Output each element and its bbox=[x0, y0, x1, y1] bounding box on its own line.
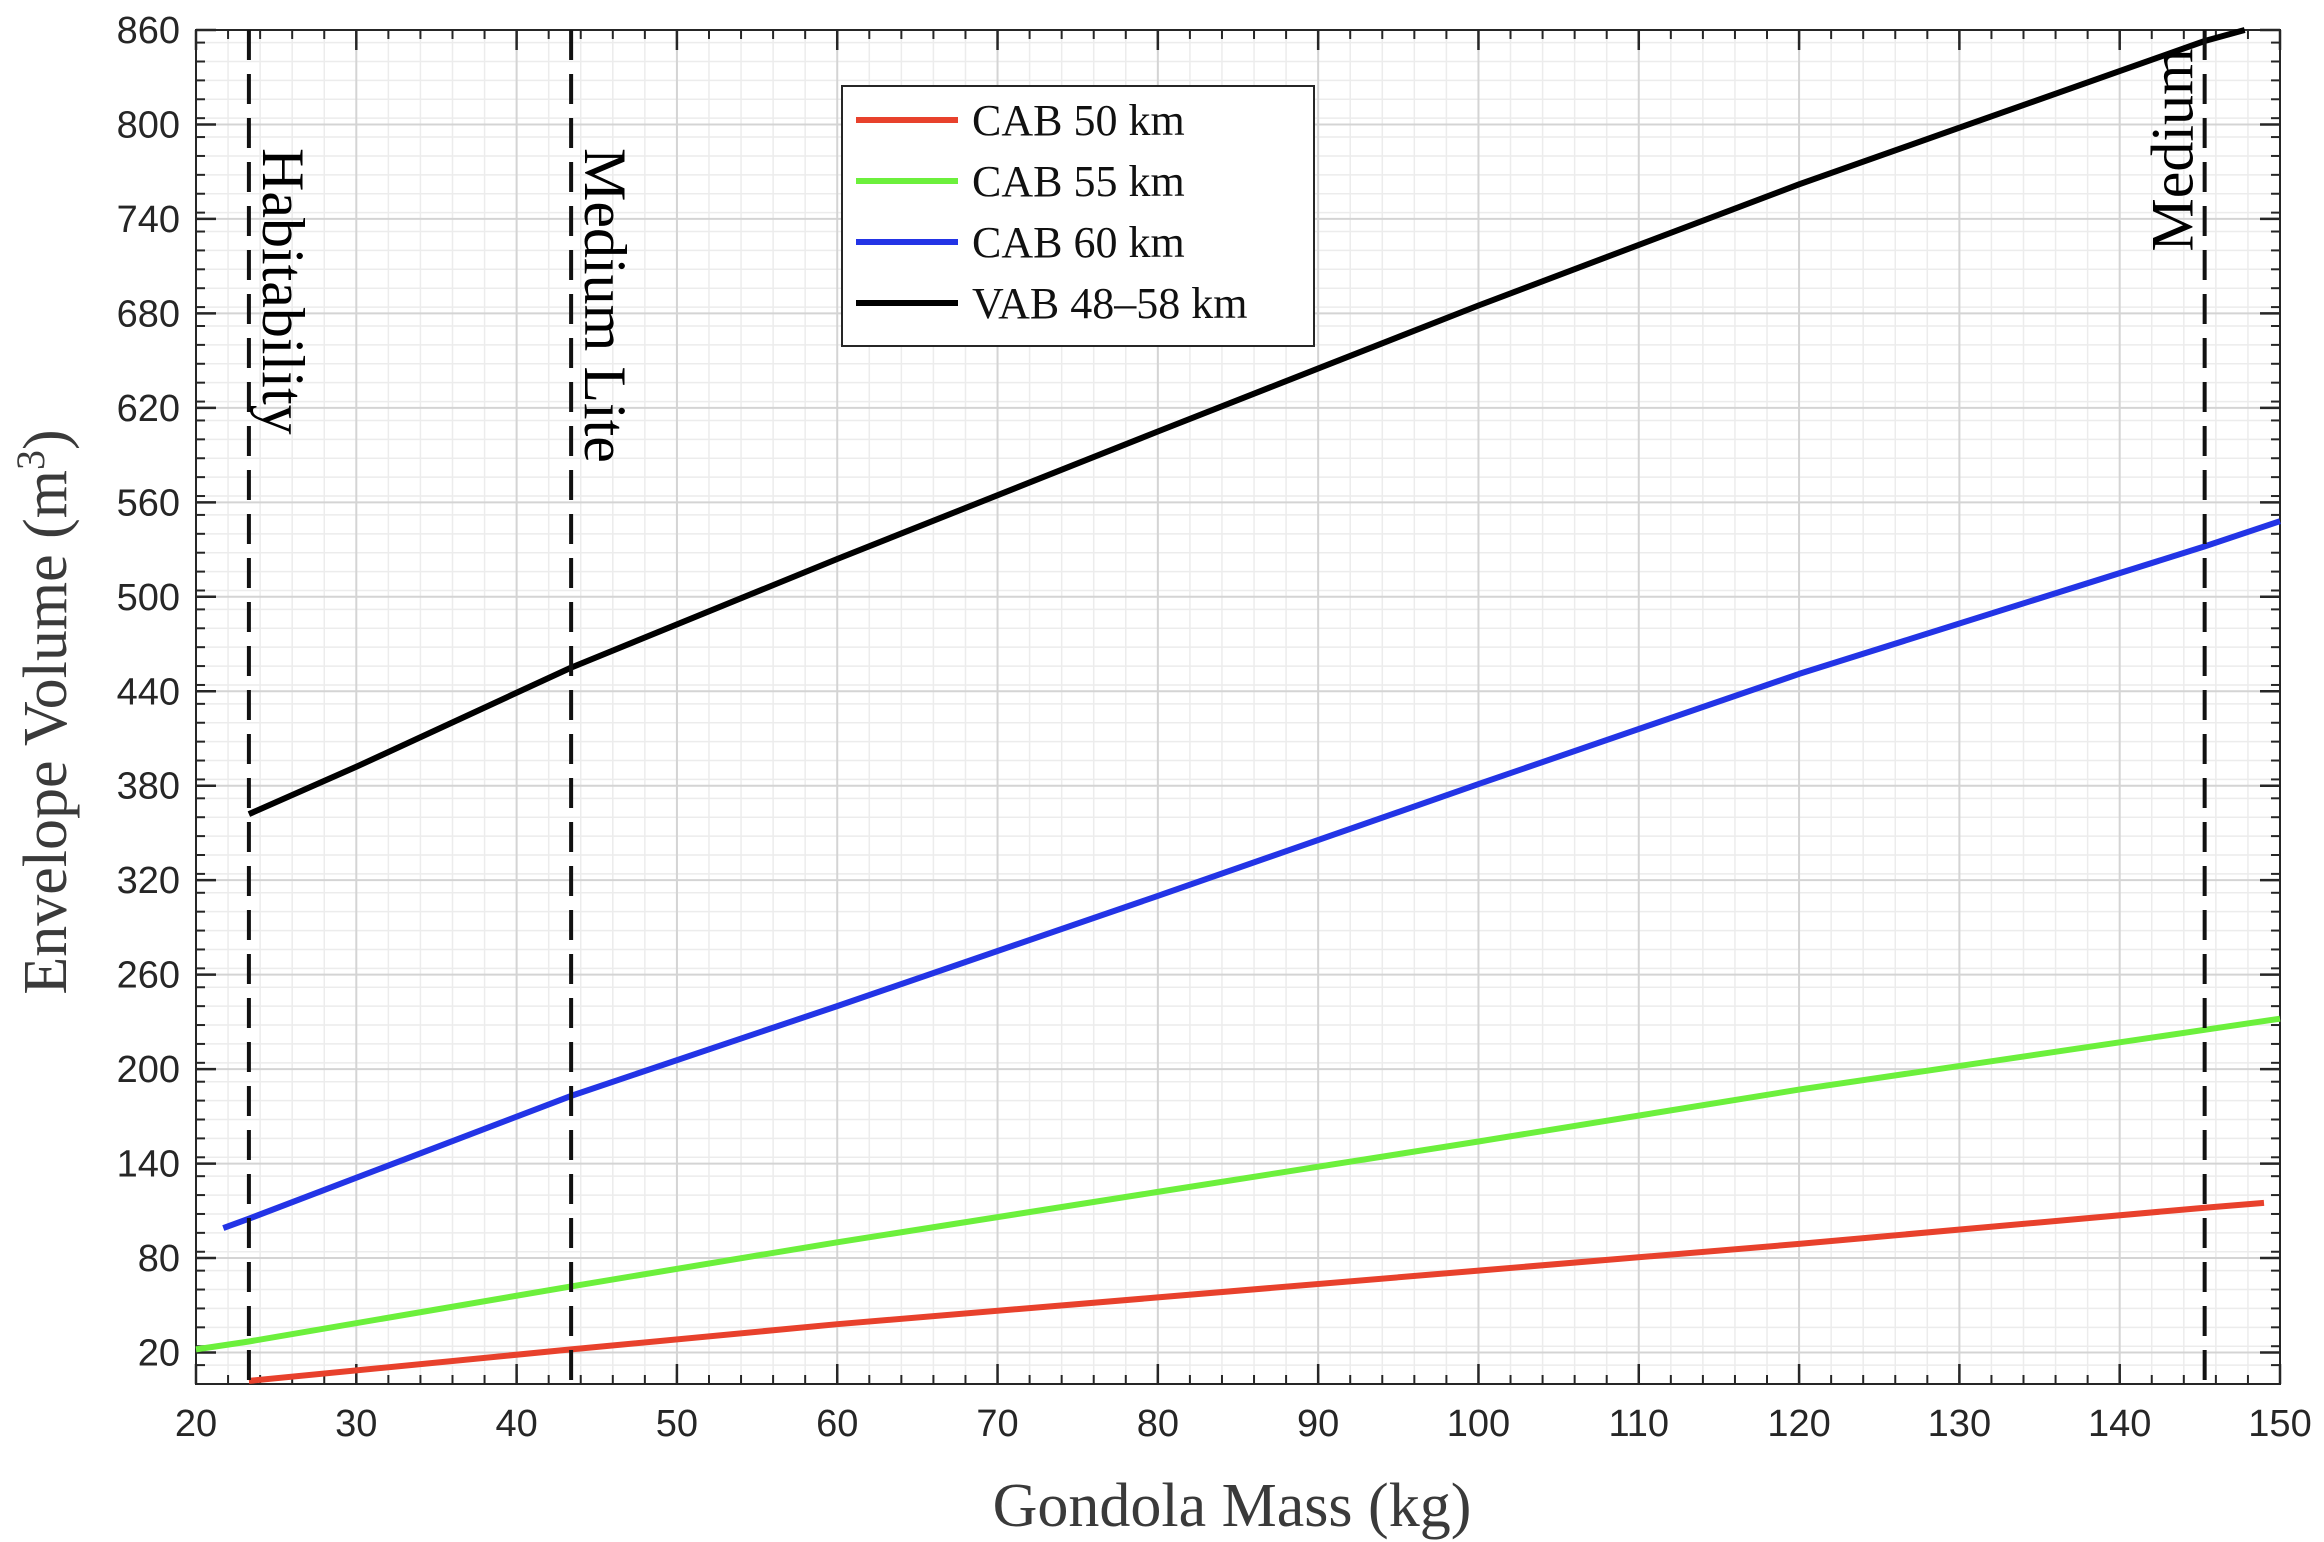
y-axis-title-superscript: 3 bbox=[8, 450, 53, 470]
x-tick-label: 90 bbox=[1297, 1403, 1339, 1445]
series-line-cab-60-km bbox=[222, 518, 2281, 1231]
y-tick-label: 320 bbox=[117, 860, 180, 902]
x-tick-label: 130 bbox=[1928, 1403, 1991, 1445]
series-line-vab-48-58-km bbox=[247, 27, 2246, 817]
marker-label-medium: Medium bbox=[2140, 48, 2206, 251]
x-tick-label: 70 bbox=[976, 1403, 1018, 1445]
y-tick-label: 560 bbox=[117, 482, 180, 524]
y-axis-title-main: Envelope Volume (m bbox=[12, 470, 80, 995]
series-lines bbox=[195, 27, 2281, 1384]
legend-label-vab-48-58-km: VAB 48–58 km bbox=[972, 279, 1247, 328]
y-tick-label: 380 bbox=[117, 766, 180, 808]
y-tick-label: 200 bbox=[117, 1049, 180, 1091]
x-tick-label: 60 bbox=[816, 1403, 858, 1445]
series-line-cab-50-km bbox=[248, 1199, 2265, 1384]
legend-label-cab-60-km: CAB 60 km bbox=[972, 218, 1185, 267]
legend-label-cab-55-km: CAB 55 km bbox=[972, 157, 1185, 206]
x-axis-title: Gondola Mass (kg) bbox=[993, 1472, 1472, 1540]
y-tick-label: 740 bbox=[117, 199, 180, 241]
y-tick-label: 680 bbox=[117, 293, 180, 335]
y-tick-label: 140 bbox=[117, 1144, 180, 1186]
y-tick-label: 80 bbox=[138, 1238, 180, 1280]
x-tick-label: 110 bbox=[1608, 1403, 1669, 1445]
y-tick-label: 800 bbox=[117, 104, 180, 146]
legend-label-cab-50-km: CAB 50 km bbox=[972, 96, 1185, 145]
y-tick-label: 500 bbox=[117, 577, 180, 619]
y-tick-label: 20 bbox=[138, 1333, 180, 1375]
y-tick-label: 860 bbox=[117, 10, 180, 52]
marker-label-medium-lite: Medium Lite bbox=[572, 148, 638, 463]
y-tick-label: 620 bbox=[117, 388, 180, 430]
x-tick-label: 50 bbox=[656, 1403, 698, 1445]
plot-frame bbox=[195, 29, 2281, 1385]
vertical-markers: Habitability Medium Lite Medium bbox=[246, 30, 2207, 1384]
x-tick-label: 80 bbox=[1137, 1403, 1179, 1445]
y-tick-label: 440 bbox=[117, 671, 180, 713]
x-tick-label: 40 bbox=[495, 1403, 537, 1445]
marker-label-habitability: Habitability bbox=[250, 148, 316, 435]
x-tick-label: 100 bbox=[1447, 1403, 1510, 1445]
x-tick-label: 20 bbox=[175, 1403, 217, 1445]
series-line-cab-55-km bbox=[195, 1015, 2281, 1353]
y-axis-title-close: ) bbox=[12, 429, 80, 450]
legend: CAB 50 km CAB 55 km CAB 60 km VAB 48–58 km bbox=[841, 85, 1315, 347]
y-axis-title: Envelope Volume (m3) bbox=[8, 429, 80, 994]
x-tick-label: 120 bbox=[1767, 1403, 1830, 1445]
y-tick-label: 260 bbox=[117, 955, 180, 997]
x-tick-label: 30 bbox=[335, 1403, 377, 1445]
x-tick-label: 150 bbox=[2248, 1403, 2311, 1445]
x-tick-label: 140 bbox=[2088, 1403, 2151, 1445]
